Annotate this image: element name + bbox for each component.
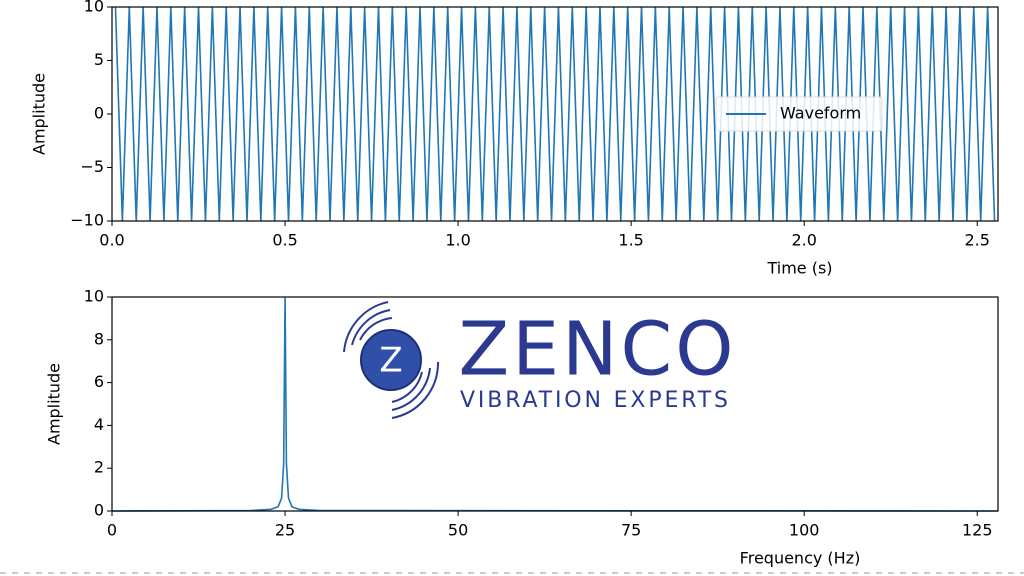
logo-arc	[351, 309, 391, 346]
y-tick-label: 0	[94, 104, 104, 123]
y-axis-label: Amplitude	[45, 363, 64, 445]
y-tick-label: 5	[94, 50, 104, 69]
y-tick-label: 4	[94, 415, 104, 434]
x-tick-label: 125	[962, 521, 993, 540]
x-tick-label: 2.0	[791, 231, 816, 250]
y-tick-label: 6	[94, 372, 104, 391]
logo-name: ZENCO	[459, 307, 734, 393]
legend-box	[715, 96, 883, 132]
axes-frame	[111, 296, 999, 512]
x-tick-label: 2.5	[965, 231, 990, 250]
y-tick-label: 8	[94, 329, 104, 348]
x-tick-label: 50	[448, 521, 468, 540]
logo-arc	[359, 317, 393, 341]
y-tick-label: 10	[84, 0, 104, 16]
logo-arc	[391, 361, 440, 419]
logo-arc	[391, 371, 423, 403]
logo-circle	[360, 329, 422, 391]
x-tick-label: 1.5	[618, 231, 643, 250]
x-tick-label: 100	[789, 521, 820, 540]
logo-mark: Z	[379, 341, 402, 381]
y-tick-label: 0	[94, 501, 104, 520]
x-tick-label: 75	[621, 521, 641, 540]
y-tick-label: 2	[94, 458, 104, 477]
x-tick-label: 25	[275, 521, 295, 540]
x-axis-label: Time (s)	[766, 259, 832, 278]
x-axis-label: Frequency (Hz)	[740, 549, 861, 568]
x-tick-label: 0	[107, 521, 117, 540]
legend-label: Waveform	[780, 104, 861, 123]
y-axis-label: Amplitude	[30, 73, 49, 155]
x-tick-label: 0.0	[99, 231, 124, 250]
data-line	[114, 6, 996, 222]
legend: Waveform	[715, 96, 883, 132]
y-tick-label: 10	[84, 287, 104, 306]
logo-tagline: VIBRATION EXPERTS	[460, 388, 728, 413]
y-tick-label: −5	[80, 157, 104, 176]
logo-arc	[343, 301, 389, 353]
logo-arc	[391, 367, 431, 411]
x-tick-label: 1.0	[445, 231, 470, 250]
y-tick-label: −10	[70, 211, 104, 230]
x-tick-label: 0.5	[272, 231, 297, 250]
logo: Z ZENCO VIBRATION EXPERTS	[343, 301, 734, 419]
